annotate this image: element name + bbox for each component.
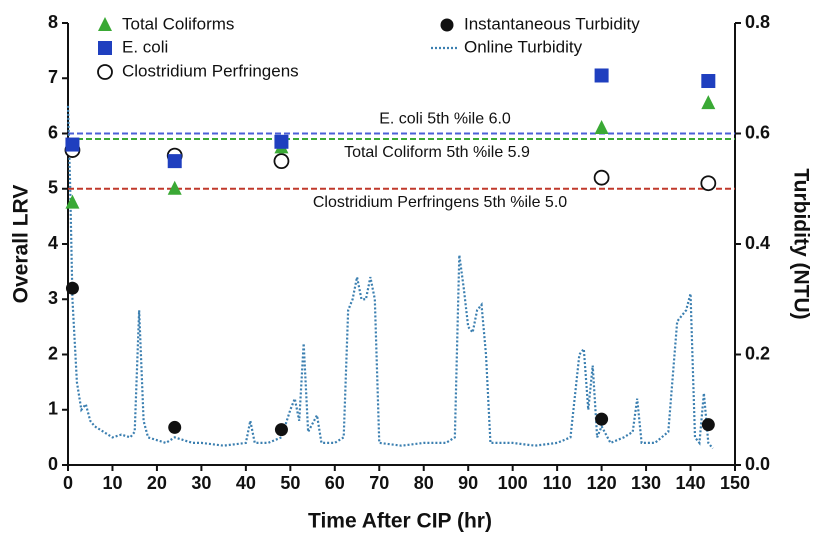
y-tick-label: 6	[48, 122, 58, 142]
x-tick-label: 140	[676, 473, 706, 493]
legend-label: Clostridium Perfringens	[122, 61, 299, 80]
y2-tick-label: 0.8	[745, 12, 770, 32]
square-marker	[65, 137, 80, 152]
square-marker	[167, 154, 182, 169]
reference-label: E. coli 5th %ile 6.0	[379, 111, 511, 128]
x-tick-label: 10	[102, 473, 122, 493]
reference-label: Total Coliform 5th %ile 5.9	[344, 144, 530, 161]
y2-tick-label: 0.2	[745, 343, 770, 363]
y-axis-title: Overall LRV	[10, 185, 33, 304]
y2-axis-title: Turbidity (NTU)	[789, 168, 812, 319]
triangle-marker	[701, 95, 716, 110]
legend-label: Total Coliforms	[122, 14, 234, 33]
x-tick-label: 100	[498, 473, 528, 493]
y-tick-label: 3	[48, 288, 58, 308]
square-marker	[701, 74, 716, 89]
reference-label: Clostridium Perfringens 5th %ile 5.0	[313, 194, 567, 211]
circle-marker	[168, 420, 182, 434]
turbidity-line	[66, 105, 714, 450]
triangle-marker	[594, 119, 609, 134]
x-tick-label: 40	[236, 473, 256, 493]
y-tick-label: 2	[48, 343, 58, 363]
circle-marker	[701, 418, 715, 432]
y-tick-label: 8	[48, 12, 58, 32]
x-tick-label: 0	[63, 473, 73, 493]
y-tick-label: 5	[48, 178, 58, 198]
legend-swatch	[440, 18, 454, 32]
x-tick-label: 20	[147, 473, 167, 493]
y2-tick-label: 0.4	[745, 233, 770, 253]
x-axis-title: Time After CIP (hr)	[308, 510, 492, 533]
y2-tick-label: 0.0	[745, 454, 770, 474]
circle-marker	[274, 423, 288, 437]
triangle-marker	[167, 180, 182, 195]
square-marker	[274, 134, 289, 149]
x-tick-label: 150	[720, 473, 750, 493]
legend-label: E. coli	[122, 37, 168, 56]
legend-swatch	[98, 17, 112, 31]
x-tick-label: 50	[280, 473, 300, 493]
square-marker	[594, 68, 609, 83]
circle-marker	[65, 281, 79, 295]
x-tick-label: 80	[414, 473, 434, 493]
y-tick-label: 0	[48, 454, 58, 474]
open-circle-marker	[700, 175, 717, 192]
y-tick-label: 4	[48, 233, 58, 253]
x-tick-label: 110	[543, 473, 572, 493]
x-tick-label: 70	[369, 473, 389, 493]
y-tick-label: 1	[48, 399, 58, 419]
x-tick-label: 120	[587, 473, 617, 493]
y-tick-label: 7	[48, 67, 58, 87]
circle-marker	[595, 412, 609, 426]
legend-label: Instantaneous Turbidity	[464, 14, 640, 33]
legend-swatch	[97, 64, 113, 80]
open-circle-marker	[273, 153, 290, 170]
legend-swatch	[98, 41, 112, 55]
x-tick-label: 90	[458, 473, 478, 493]
y2-tick-label: 0.6	[745, 122, 770, 142]
triangle-marker	[65, 194, 80, 209]
x-tick-label: 60	[325, 473, 345, 493]
x-tick-label: 30	[191, 473, 211, 493]
open-circle-marker	[593, 169, 610, 186]
x-tick-label: 130	[631, 473, 661, 493]
legend-label: Online Turbidity	[464, 37, 583, 56]
